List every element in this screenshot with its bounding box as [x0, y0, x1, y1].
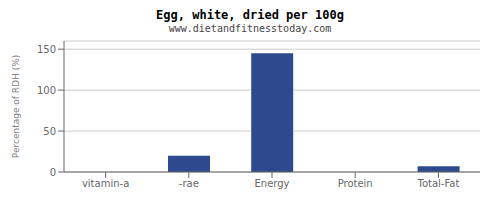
svg-text:0: 0 — [50, 167, 56, 178]
svg-text:Percentage of RDH (%): Percentage of RDH (%) — [11, 55, 21, 158]
svg-text:50: 50 — [43, 126, 56, 137]
svg-text:-rae: -rae — [179, 178, 199, 189]
svg-text:100: 100 — [37, 85, 56, 96]
svg-text:vitamin-a: vitamin-a — [82, 178, 129, 189]
html-text:Egg, white, dried per 100g: Egg, white, dried per 100g — [156, 8, 344, 22]
svg-text:Total-Fat: Total-Fat — [416, 178, 459, 189]
svg-text:Energy: Energy — [254, 178, 289, 189]
svg-text:Protein: Protein — [338, 178, 373, 189]
svg-text:150: 150 — [37, 44, 56, 55]
html-text:www.dietandfitnesstoday.com: www.dietandfitnesstoday.com — [168, 23, 332, 34]
